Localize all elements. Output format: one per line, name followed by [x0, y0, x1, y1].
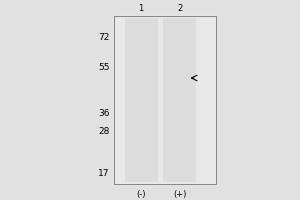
Bar: [114, 16, 216, 184]
Text: 36: 36: [98, 108, 110, 117]
Text: 55: 55: [98, 62, 110, 72]
Text: 2: 2: [177, 4, 183, 13]
Bar: [124, 18, 158, 182]
Text: 17: 17: [98, 168, 110, 178]
Text: 72: 72: [98, 32, 110, 42]
Bar: [114, 16, 216, 184]
Text: 1: 1: [138, 4, 144, 13]
Text: (-): (-): [136, 190, 146, 198]
Bar: [164, 18, 196, 182]
Text: 28: 28: [98, 127, 110, 136]
Text: (+): (+): [173, 190, 187, 198]
